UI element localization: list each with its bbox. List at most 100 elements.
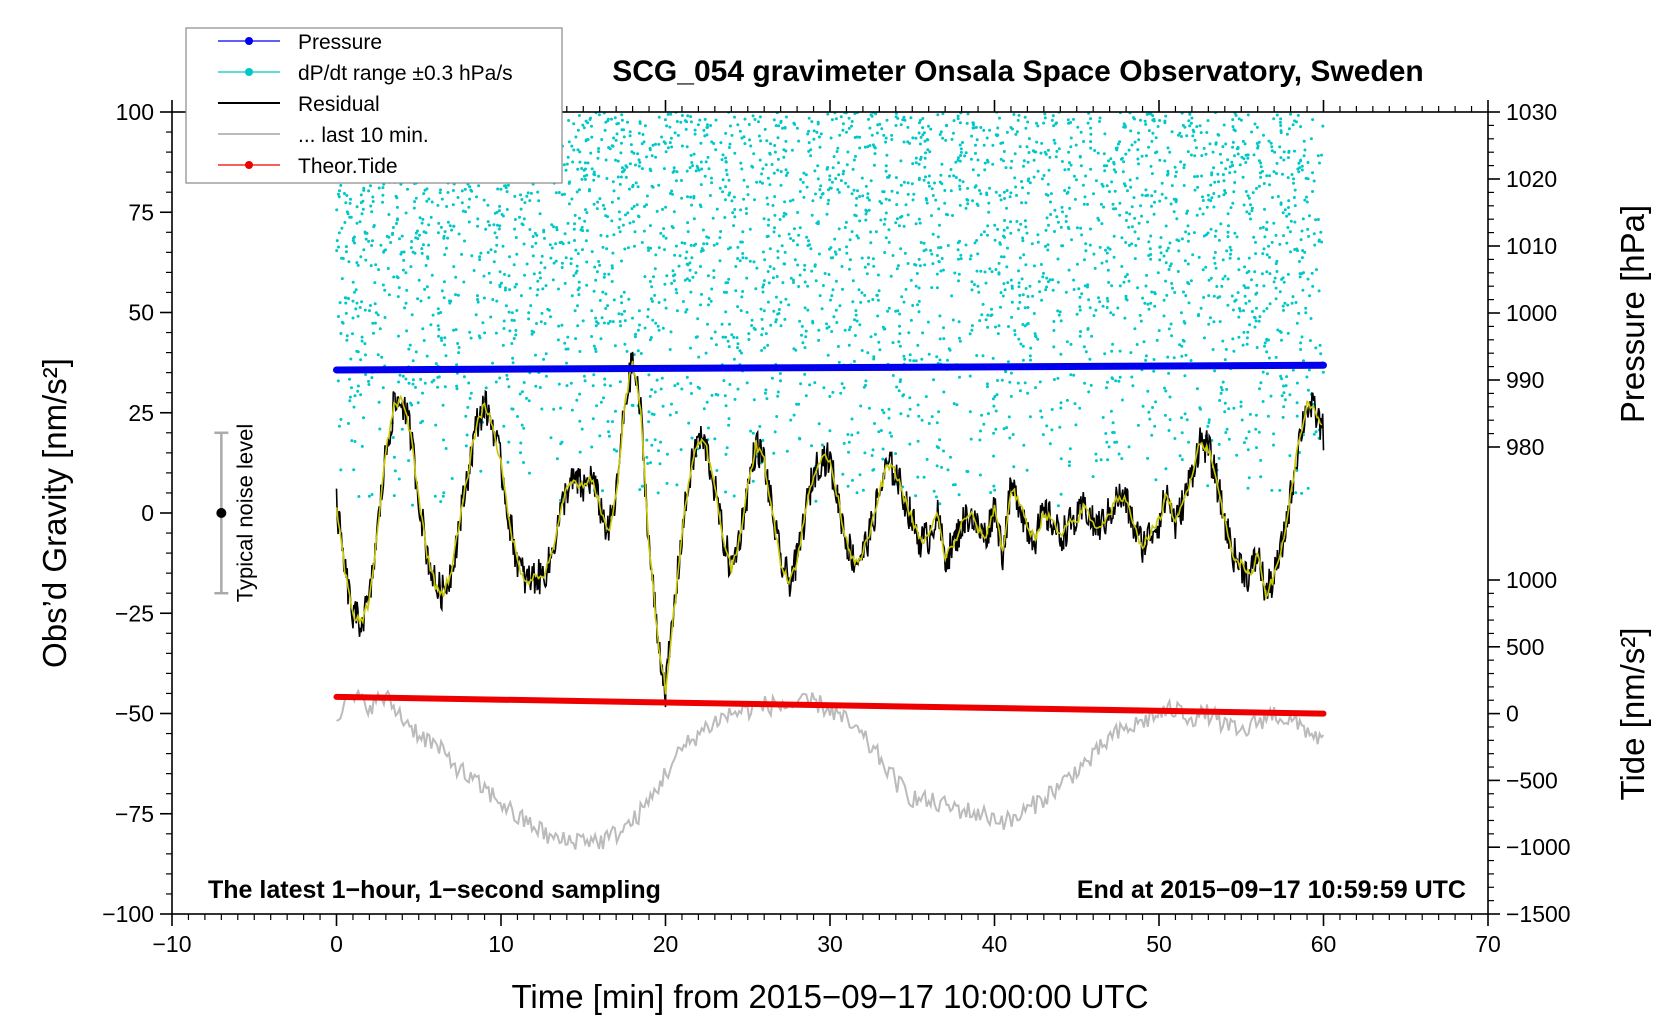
dpdt-point xyxy=(427,223,431,227)
dpdt-point xyxy=(1150,194,1154,198)
dpdt-point xyxy=(617,226,621,229)
dpdt-point xyxy=(776,168,780,172)
dpdt-point xyxy=(1265,338,1269,342)
dpdt-point xyxy=(1241,139,1245,143)
dpdt-point xyxy=(442,236,446,240)
dpdt-point xyxy=(841,472,845,476)
dpdt-point xyxy=(603,207,607,211)
dpdt-point xyxy=(538,386,542,389)
dpdt-point xyxy=(359,358,363,362)
dpdt-point xyxy=(801,341,805,345)
dpdt-point xyxy=(772,230,776,234)
dpdt-point xyxy=(1175,238,1179,242)
dpdt-point xyxy=(351,239,355,243)
dpdt-point xyxy=(444,246,448,250)
dpdt-point xyxy=(1163,386,1166,390)
dpdt-point xyxy=(1059,352,1063,356)
dpdt-point xyxy=(820,443,824,447)
dpdt-point xyxy=(803,280,807,284)
dpdt-point xyxy=(1278,242,1282,246)
dpdt-point xyxy=(590,250,594,254)
dpdt-point xyxy=(668,141,672,145)
dpdt-point xyxy=(1112,431,1116,434)
dpdt-point xyxy=(602,275,606,279)
dpdt-point xyxy=(765,139,769,143)
dpdt-point xyxy=(685,375,689,379)
dpdt-point xyxy=(760,317,764,321)
dpdt-point xyxy=(1042,271,1045,275)
dpdt-point xyxy=(935,464,939,468)
dpdt-point xyxy=(530,245,534,249)
dpdt-point xyxy=(531,254,535,258)
dpdt-point xyxy=(1228,171,1232,175)
dpdt-point xyxy=(1050,118,1054,122)
dpdt-point xyxy=(689,381,693,385)
dpdt-point xyxy=(1244,436,1248,440)
dpdt-point xyxy=(1159,251,1163,255)
dpdt-point xyxy=(1146,302,1150,306)
dpdt-point xyxy=(400,234,404,238)
dpdt-point xyxy=(1069,136,1073,140)
dpdt-point xyxy=(1254,319,1258,323)
dpdt-point xyxy=(973,241,977,245)
dpdt-point xyxy=(912,192,916,196)
dpdt-point xyxy=(950,294,954,298)
dpdt-point xyxy=(757,120,760,124)
dpdt-point xyxy=(1023,219,1027,223)
dpdt-point xyxy=(591,384,595,388)
dpdt-point xyxy=(1286,331,1290,335)
dpdt-point xyxy=(1007,325,1010,328)
dpdt-point xyxy=(443,253,447,257)
dpdt-point xyxy=(887,198,891,202)
dpdt-point xyxy=(1173,165,1177,169)
dpdt-point xyxy=(1018,300,1022,304)
dpdt-point xyxy=(1258,315,1262,319)
dpdt-point xyxy=(705,235,709,239)
dpdt-point xyxy=(583,177,587,181)
dpdt-point xyxy=(585,211,589,215)
dpdt-point xyxy=(714,148,718,152)
dpdt-point xyxy=(1300,491,1304,495)
dpdt-point xyxy=(978,189,981,192)
dpdt-point xyxy=(355,221,359,225)
dpdt-point xyxy=(554,259,558,263)
dpdt-point xyxy=(799,178,803,181)
dpdt-point xyxy=(685,145,689,149)
dpdt-point xyxy=(803,263,807,267)
dpdt-point xyxy=(1272,443,1275,447)
dpdt-point xyxy=(486,220,490,224)
dpdt-point xyxy=(1132,196,1136,200)
dpdt-point xyxy=(1005,189,1009,192)
dpdt-point xyxy=(557,287,560,291)
dpdt-point xyxy=(486,203,490,207)
dpdt-point xyxy=(704,351,708,355)
dpdt-point xyxy=(1028,181,1032,185)
y-tick-label: 75 xyxy=(128,199,154,225)
dpdt-point xyxy=(1223,410,1227,414)
dpdt-point xyxy=(747,332,751,336)
dpdt-point xyxy=(1246,156,1250,160)
dpdt-point xyxy=(1073,197,1077,201)
dpdt-point xyxy=(748,138,751,142)
dpdt-point xyxy=(618,182,622,186)
dpdt-point xyxy=(726,339,730,343)
dpdt-point xyxy=(654,142,657,146)
dpdt-point xyxy=(1189,279,1193,283)
dpdt-point xyxy=(1254,252,1258,256)
dpdt-point xyxy=(620,141,623,145)
dpdt-point xyxy=(952,119,956,123)
dpdt-point xyxy=(1297,311,1301,315)
dpdt-point xyxy=(611,144,615,148)
dpdt-point xyxy=(876,273,880,277)
dpdt-point xyxy=(591,417,595,421)
dpdt-point xyxy=(495,236,499,239)
dpdt-point xyxy=(1191,134,1195,138)
dpdt-point xyxy=(1221,339,1225,343)
dpdt-point xyxy=(804,329,808,333)
dpdt-point xyxy=(522,242,526,246)
dpdt-point xyxy=(1139,319,1143,323)
dpdt-point xyxy=(1089,146,1093,150)
dpdt-point xyxy=(1056,257,1060,261)
dpdt-point xyxy=(622,135,626,139)
dpdt-point xyxy=(672,169,676,173)
